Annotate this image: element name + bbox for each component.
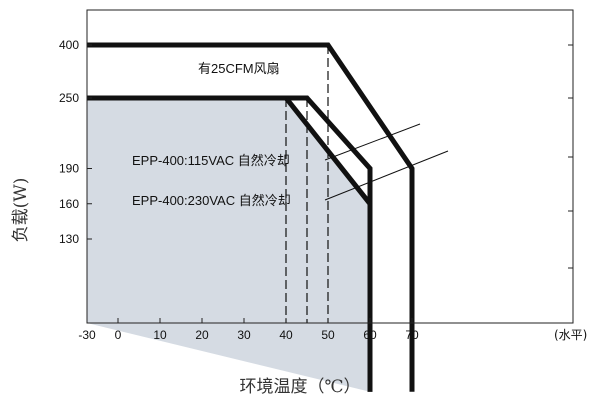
y-tick-label: 190 [59, 162, 79, 176]
plot-frame [86, 9, 574, 324]
x-tick-label: 0 [115, 328, 122, 342]
x-tick-label: 50 [321, 328, 335, 342]
annotation-pointer [324, 150, 449, 201]
derating-curve-0 [87, 42, 415, 392]
y-tick-label: 160 [59, 197, 79, 211]
x-tick-label: -30 [78, 328, 96, 342]
series-fill-2 [87, 98, 370, 392]
y-axis-title: 负载(W) [11, 178, 31, 243]
annotation-label: 有25CFM风扇 [198, 61, 280, 76]
x-tick-label: 60 [363, 328, 377, 342]
x-axis-title: 环境温度（℃） [239, 377, 360, 397]
y-tick-label: 130 [59, 232, 79, 246]
annotation-label: EPP-400:115VAC 自然冷却 [132, 153, 290, 168]
x-tick-label: 10 [153, 328, 167, 342]
y-tick-label: 400 [59, 38, 79, 52]
x-tick-label: 40 [279, 328, 293, 342]
x-tick-label: 70 [405, 328, 419, 342]
y-tick-label: 250 [59, 91, 79, 105]
x-tick-label: 30 [237, 328, 251, 342]
annotation-pointer [324, 123, 421, 161]
x-tick-label: 20 [195, 328, 209, 342]
x-unit-note: (水平) [554, 328, 587, 342]
annotation-label: EPP-400:230VAC 自然冷却 [132, 193, 291, 208]
